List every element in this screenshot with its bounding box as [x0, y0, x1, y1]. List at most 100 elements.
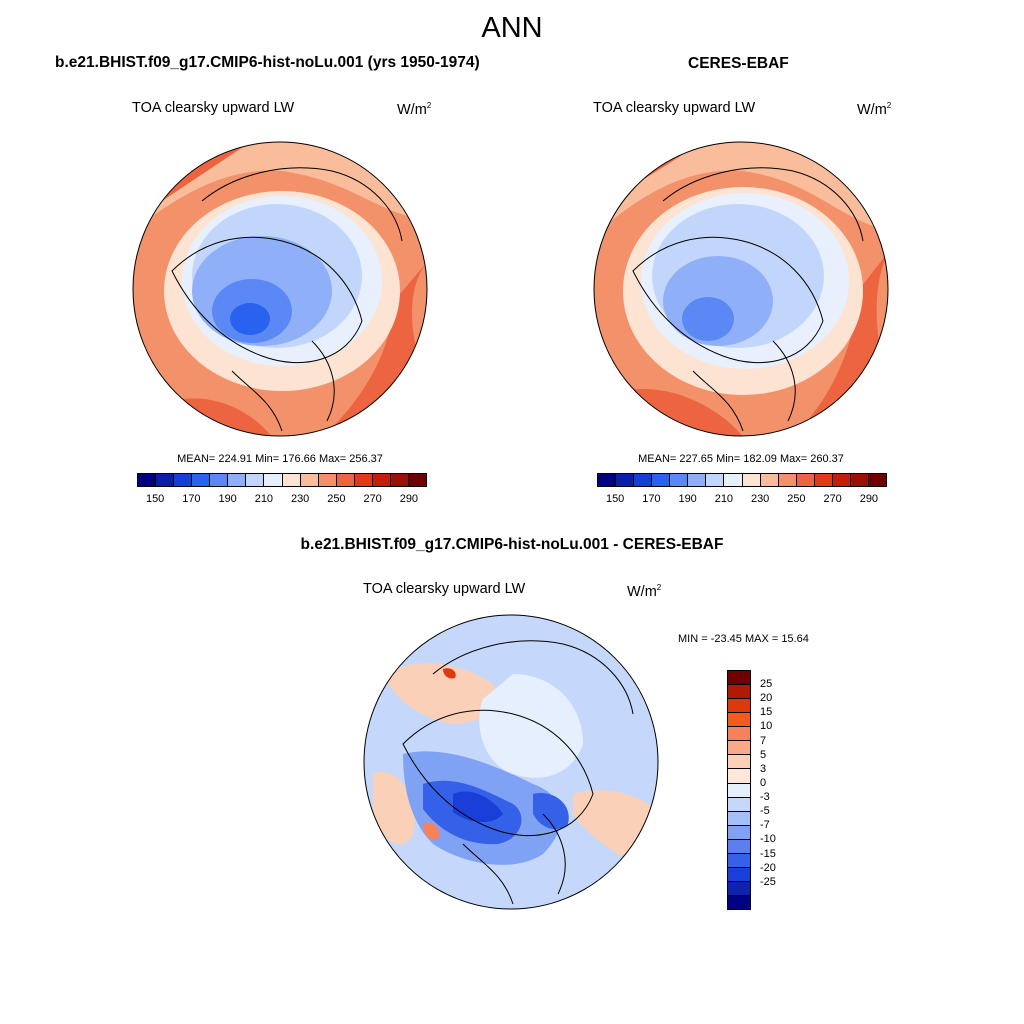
model-panel-title: b.e21.BHIST.f09_g17.CMIP6-hist-noLu.001 … — [55, 54, 480, 71]
obs-colorbar-swatch — [724, 474, 743, 486]
obs-colorbar-tick-label: 290 — [859, 493, 879, 505]
diff-colorbar-swatch — [728, 881, 750, 896]
diff-colorbar-tick-label: 20 — [760, 692, 773, 705]
diff-colorbar-tick-label: -20 — [760, 861, 776, 874]
obs-colorbar-tick-label: 190 — [678, 493, 697, 505]
obs-colorbar-tick-label: 170 — [642, 493, 661, 505]
model-colorbar-swatch — [246, 474, 265, 486]
diff-colorbar-swatch — [728, 797, 750, 812]
diff-colorbar-tick-label: 15 — [760, 706, 773, 719]
model-colorbar-swatch — [390, 474, 409, 486]
model-colorbar-tick-label: 170 — [182, 493, 201, 505]
obs-colorbar-tick-label: 250 — [787, 493, 806, 505]
diff-colorbar-swatch — [728, 755, 750, 770]
model-colorbar-tick-label: 290 — [399, 493, 419, 505]
model-unit-label: W/m2 — [397, 101, 432, 118]
obs-colorbar-swatch — [778, 474, 797, 486]
model-colorbar: 150 170 190 210 230 250 270 290 — [137, 473, 427, 507]
diff-colorbar-swatch — [728, 727, 750, 742]
diff-colorbar-tick-label: 0 — [760, 776, 767, 789]
diff-colorbar-tick-label: -3 — [760, 791, 770, 804]
obs-colorbar-tick-label: 150 — [605, 493, 625, 505]
model-colorbar-swatch — [300, 474, 319, 486]
model-colorbar-tick-label: 210 — [254, 493, 274, 505]
obs-colorbar-swatch — [832, 474, 851, 486]
model-variable-label: TOA clearsky upward LW — [132, 100, 295, 116]
model-colorbar-swatch — [372, 474, 391, 486]
diff-colorbar-swatch — [728, 671, 750, 686]
diff-colorbar-tick-label: 10 — [760, 720, 773, 733]
diff-colorbar-tick-label: 5 — [760, 748, 767, 761]
model-colorbar-swatch — [138, 474, 157, 486]
model-colorbar-swatch — [210, 474, 229, 486]
diff-colorbar-tick-label: 7 — [760, 734, 767, 747]
diff-colorbar-tick-label: 3 — [760, 762, 767, 775]
model-colorbar-tick-label: 270 — [363, 493, 382, 505]
obs-colorbar-swatch — [814, 474, 833, 486]
diff-colorbar-swatch — [728, 811, 750, 826]
obs-colorbar-tick-label: 230 — [750, 493, 770, 505]
obs-colorbar-swatch — [652, 474, 671, 486]
diff-panel-title: b.e21.BHIST.f09_g17.CMIP6-hist-noLu.001 … — [300, 536, 724, 553]
obs-colorbar-swatch — [850, 474, 869, 486]
model-colorbar-swatch — [354, 474, 373, 486]
obs-stats: MEAN= 227.65 Min= 182.09 Max= 260.37 — [638, 453, 844, 465]
diff-colorbar-swatch — [728, 867, 750, 882]
obs-colorbar-swatch — [868, 474, 886, 486]
diff-colorbar-tick-label: -7 — [760, 819, 770, 832]
obs-colorbar-tick-label: 270 — [823, 493, 842, 505]
diff-colorbar-swatch — [728, 825, 750, 840]
diff-colorbar-swatch — [728, 685, 750, 700]
obs-colorbar-swatch — [670, 474, 689, 486]
model-colorbar-swatch — [156, 474, 175, 486]
diff-stats: MIN = -23.45 MAX = 15.64 — [678, 633, 809, 645]
model-colorbar-tick-label: 190 — [218, 493, 237, 505]
diff-colorbar-ticks: 25 20 15 10 7 5 3 0 -3 -5 -7 -10 -15 -20 -25 — [760, 670, 800, 910]
diff-colorbar-tick-label: -10 — [760, 833, 776, 846]
obs-colorbar-swatch — [688, 474, 707, 486]
diff-colorbar-tick-label: -5 — [760, 805, 770, 818]
diff-colorbar — [727, 670, 751, 910]
model-colorbar-swatch — [318, 474, 337, 486]
model-colorbar-swatch — [174, 474, 193, 486]
model-colorbar-swatch — [282, 474, 301, 486]
obs-colorbar-swatch — [616, 474, 635, 486]
diff-colorbar-swatch — [728, 741, 750, 756]
obs-variable-label: TOA clearsky upward LW — [593, 100, 756, 116]
diff-colorbar-swatch — [728, 713, 750, 728]
diff-colorbar-swatch — [728, 839, 750, 854]
obs-colorbar-swatch — [742, 474, 761, 486]
diff-variable-label: TOA clearsky upward LW — [363, 581, 526, 597]
diff-colorbar-swatch — [728, 699, 750, 714]
model-colorbar-swatch — [264, 474, 283, 486]
diff-colorbar-tick-label: 25 — [760, 678, 773, 691]
obs-unit-label: W/m2 — [857, 101, 892, 118]
diff-colorbar-swatch — [728, 853, 750, 868]
obs-polar-map — [593, 141, 889, 437]
obs-colorbar-swatch — [796, 474, 815, 486]
diff-colorbar-swatch — [728, 769, 750, 784]
figure-title: ANN — [481, 12, 543, 44]
obs-colorbar: 150 170 190 210 230 250 270 290 — [597, 473, 887, 507]
obs-panel-title: CERES-EBAF — [688, 55, 789, 72]
model-colorbar-tick-label: 150 — [145, 493, 165, 505]
model-colorbar-tick-label: 250 — [327, 493, 346, 505]
obs-colorbar-swatch — [706, 474, 725, 486]
obs-colorbar-tick-label: 210 — [714, 493, 734, 505]
diff-colorbar-swatch — [728, 896, 750, 910]
diff-polar-map — [363, 614, 659, 910]
obs-colorbar-swatch — [598, 474, 617, 486]
model-polar-map — [132, 141, 428, 437]
diff-colorbar-tick-label: -15 — [760, 847, 776, 860]
obs-colorbar-swatch — [760, 474, 779, 486]
model-colorbar-swatch — [192, 474, 211, 486]
model-colorbar-swatch — [336, 474, 355, 486]
model-colorbar-swatch — [408, 474, 426, 486]
diff-colorbar-swatch — [728, 783, 750, 798]
diff-unit-label: W/m2 — [627, 583, 662, 600]
diff-colorbar-tick-label: -25 — [760, 875, 776, 888]
obs-colorbar-swatch — [634, 474, 653, 486]
model-colorbar-swatch — [228, 474, 247, 486]
model-colorbar-tick-label: 230 — [290, 493, 310, 505]
model-stats: MEAN= 224.91 Min= 176.66 Max= 256.37 — [177, 453, 383, 465]
